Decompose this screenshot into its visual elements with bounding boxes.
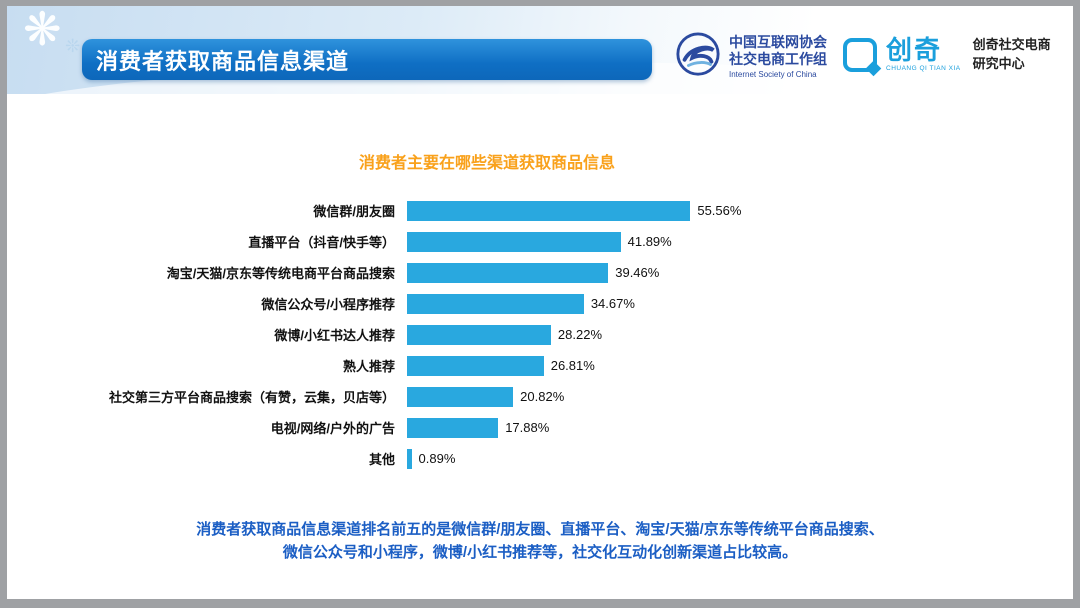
slide-title-bar: 消费者获取商品信息渠道 <box>82 39 652 80</box>
snowflake-decoration-icon: ❋ <box>23 6 62 55</box>
bar <box>407 386 514 407</box>
bar <box>407 200 691 221</box>
isc-globe-icon <box>675 31 721 82</box>
chuangqi-logo: 创奇 CHUANG QI TIAN XIA 创奇社交电商 研究中心 <box>843 36 1051 74</box>
chuangqi-name: 创奇 <box>886 35 943 66</box>
bar-category-label: 微信群/朋友圈 <box>313 204 395 219</box>
bar-row: 电视/网络/户外的广告 17.88% <box>97 412 877 443</box>
bar-track: 28.22% <box>407 324 877 345</box>
bar-row: 微信公众号/小程序推荐 34.67% <box>97 288 877 319</box>
bar <box>407 231 621 252</box>
bar-value-label: 34.67% <box>590 296 635 311</box>
bar-track: 0.89% <box>407 448 877 469</box>
bar-row: 淘宝/天猫/京东等传统电商平台商品搜索 39.46% <box>97 257 877 288</box>
chart-title: 消费者主要在哪些渠道获取商品信息 <box>358 155 615 172</box>
summary-note: 消费者获取商品信息渠道排名前五的是微信群/朋友圈、直播平台、淘宝/天猫/京东等传… <box>7 518 1073 565</box>
isc-logo-text: 中国互联网协会 社交电商工作组 Internet Society of Chin… <box>729 34 827 80</box>
bar-category-label: 电视/网络/户外的广告 <box>270 421 395 436</box>
bar-category-label: 熟人推荐 <box>342 359 395 374</box>
bar-value-label: 41.89% <box>627 234 672 249</box>
bar <box>407 262 609 283</box>
bar-category-label: 淘宝/天猫/京东等传统电商平台商品搜索 <box>166 266 395 281</box>
bar-track: 41.89% <box>407 231 877 252</box>
bar-category-label: 其他 <box>368 452 395 467</box>
chuangqi-logo-icon <box>843 37 877 72</box>
isc-line3: Internet Society of China <box>729 69 817 79</box>
bar-value-label: 55.56% <box>697 203 742 218</box>
bar-track: 17.88% <box>407 417 877 438</box>
chuangqi-tagline: CHUANG QI TIAN XIA <box>886 65 961 73</box>
bar <box>407 324 551 345</box>
chuangqi-name-block: 创奇 CHUANG QI TIAN XIA <box>886 37 961 73</box>
bar-value-label: 28.22% <box>557 327 603 342</box>
bar <box>407 417 499 438</box>
bar-rows: 微信群/朋友圈 55.56% 直播平台（抖音/快手等） 41.89% 淘宝/天猫/京东等… <box>97 195 877 474</box>
bar-row: 直播平台（抖音/快手等） 41.89% <box>97 226 877 257</box>
summary-note-line2: 微信公众号和小程序，微博/小红书推荐等，社交化互动化创新渠道占比较高。 <box>282 544 798 562</box>
isc-line2: 社交电商工作组 <box>729 51 827 67</box>
isc-line1: 中国互联网协会 <box>729 33 827 50</box>
bar-row: 社交第三方平台商品搜索（有赞，云集，贝店等） 20.82% <box>97 381 877 412</box>
bar-value-label: 20.82% <box>520 389 565 404</box>
bar-category-label: 微博/小红书达人推荐 <box>274 328 395 343</box>
bar-row: 微信群/朋友圈 55.56% <box>97 195 877 226</box>
bar-row: 其他 0.89% <box>97 443 877 474</box>
bar-value-label: 39.46% <box>615 265 660 280</box>
bar-track: 34.67% <box>407 293 877 314</box>
bar-track: 20.82% <box>407 386 877 407</box>
snowflake-decoration-small-icon: ❊ <box>65 36 81 56</box>
bar <box>407 448 412 469</box>
bar-value-label: 26.81% <box>550 358 595 373</box>
bar-value-label: 17.88% <box>505 420 550 435</box>
bar <box>407 355 544 376</box>
slide-title: 消费者获取商品信息渠道 <box>96 48 350 74</box>
chuangqi-subtitle-line1: 创奇社交电商 <box>972 37 1051 52</box>
bar-value-label: 0.89% <box>418 451 456 466</box>
bar-track: 55.56% <box>407 200 877 221</box>
bar-category-label: 直播平台（抖音/快手等） <box>248 235 395 250</box>
bar-chart: 消费者主要在哪些渠道获取商品信息 微信群/朋友圈 55.56% 直播平台（抖音/快手… <box>97 149 877 474</box>
bar-row: 熟人推荐 26.81% <box>97 350 877 381</box>
chuangqi-subtitle-line2: 研究中心 <box>972 55 1025 71</box>
isc-logo: 中国互联网协会 社交电商工作组 Internet Society of Chin… <box>675 31 827 82</box>
summary-note-line1: 消费者获取商品信息渠道排名前五的是微信群/朋友圈、直播平台、淘宝/天猫/京东等传… <box>196 521 884 538</box>
bar-track: 26.81% <box>407 355 877 376</box>
bar-track: 39.46% <box>407 262 877 283</box>
bar-category-label: 社交第三方平台商品搜索（有赞，云集，贝店等） <box>108 390 395 405</box>
bar <box>407 293 584 314</box>
bar-row: 微博/小红书达人推荐 28.22% <box>97 319 877 350</box>
chuangqi-subtitle-block: 创奇社交电商 研究中心 <box>973 36 1051 74</box>
slide: ❋ ❊ 消费者获取商品信息渠道 中国互联网协会 社交电商工作组 Internet… <box>7 6 1073 599</box>
bar-category-label: 微信公众号/小程序推荐 <box>261 297 395 312</box>
